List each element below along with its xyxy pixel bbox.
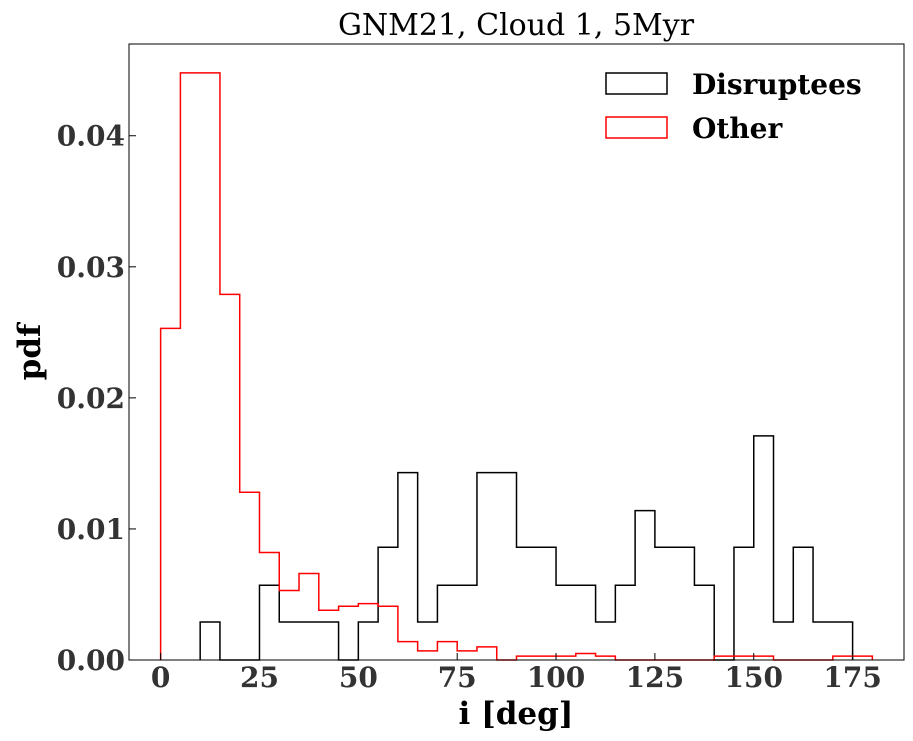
legend: Disruptees Other — [605, 68, 862, 145]
legend-swatch-disruptees — [605, 72, 668, 95]
chart-title: GNM21, Cloud 1, 5Myr — [338, 8, 695, 43]
plot-area — [159, 72, 874, 661]
y-axis-label: pdf — [12, 322, 48, 380]
x-tick-label: 100 — [527, 661, 585, 694]
y-tick-label: 0.04 — [57, 120, 125, 153]
y-tick-label: 0.00 — [57, 644, 125, 677]
x-axis-label: i [deg] — [459, 696, 574, 732]
axes: 0 25 50 75 100 125 150 175 0.00 0.01 0.02 0.03 0.04 — [57, 43, 905, 694]
legend-swatch-other — [605, 116, 668, 139]
histogram-series-disruptees — [199, 435, 854, 661]
histogram-series-other — [159, 72, 874, 661]
y-tick-label: 0.03 — [57, 251, 125, 284]
x-tick-label: 25 — [240, 661, 279, 694]
x-tick-label: 150 — [725, 661, 783, 694]
x-tick-label: 125 — [626, 661, 684, 694]
y-tick-label: 0.02 — [57, 382, 125, 415]
x-tick-label: 0 — [151, 661, 170, 694]
legend-label-other: Other — [692, 112, 783, 145]
y-tick-label: 0.01 — [57, 513, 125, 546]
plot-frame — [128, 43, 905, 661]
x-tick-label: 75 — [438, 661, 477, 694]
x-tick-label: 50 — [339, 661, 378, 694]
x-tick-label: 175 — [823, 661, 881, 694]
legend-label-disruptees: Disruptees — [692, 68, 862, 101]
